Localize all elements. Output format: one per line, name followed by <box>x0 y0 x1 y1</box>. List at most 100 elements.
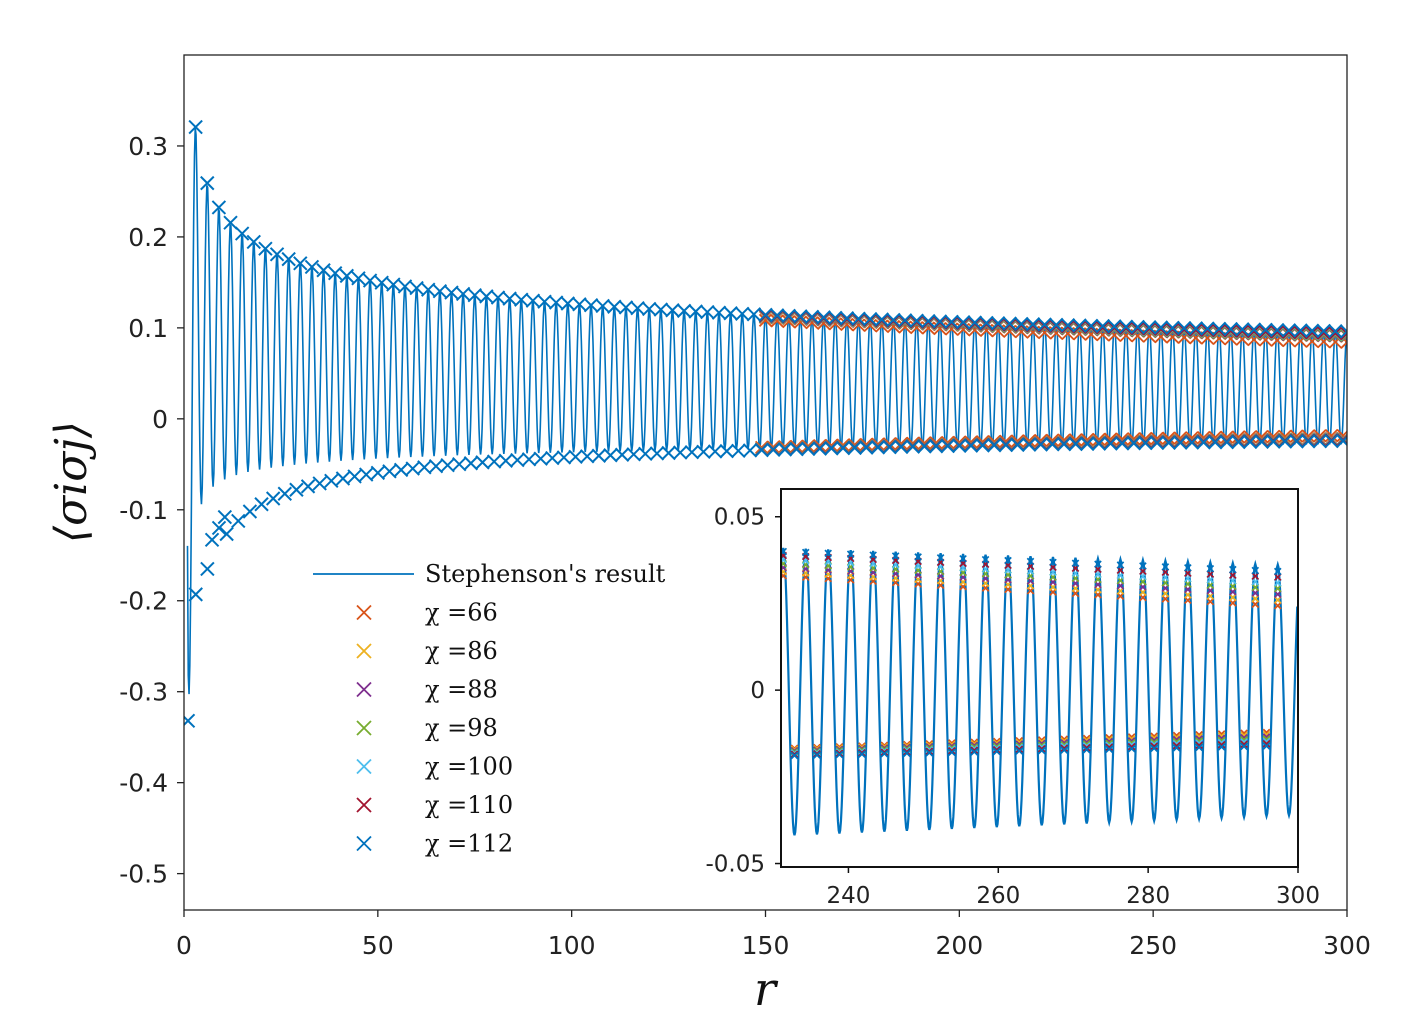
marker-point <box>824 438 839 452</box>
inset-marker-point <box>880 749 889 758</box>
legend-entry: Stephenson's result <box>313 560 666 588</box>
inset-marker-point <box>858 747 866 756</box>
marker-point <box>893 439 909 455</box>
inset-marker-point <box>1037 744 1046 753</box>
inset-x-tick-label: 300 <box>1276 883 1320 909</box>
marker-point <box>956 317 970 331</box>
marker-point <box>1072 320 1087 334</box>
legend-marker-swatch <box>356 797 372 813</box>
inset-x-tick-label: 260 <box>976 883 1020 909</box>
marker-point <box>1115 432 1129 446</box>
marker-point <box>777 442 793 457</box>
marker-point <box>1340 326 1347 341</box>
legend: Stephenson's result χ =66 χ =86 χ =88 χ =98 χ… <box>313 560 666 858</box>
marker-point <box>882 439 897 455</box>
x-tick-label: 300 <box>1323 931 1371 960</box>
marker-point <box>475 455 490 470</box>
inset-ticks <box>775 515 1299 873</box>
inset-marker-point <box>1116 561 1125 569</box>
marker-point <box>455 286 471 302</box>
marker-point <box>848 438 862 452</box>
inset-marker-point <box>1262 742 1271 750</box>
inset-marker-point <box>925 745 934 754</box>
legend-marker-swatch <box>356 681 372 698</box>
marker-point <box>1312 433 1328 449</box>
marker-point <box>184 713 196 729</box>
marker-point <box>770 314 784 328</box>
marker-point <box>1235 322 1250 337</box>
marker-point <box>754 440 769 455</box>
inset-marker-point <box>1229 582 1237 591</box>
marker-point <box>956 314 971 330</box>
marker-point <box>696 444 711 460</box>
marker-point <box>641 301 657 317</box>
marker-point <box>1103 432 1118 446</box>
inset-marker-point <box>1229 576 1237 585</box>
marker-point <box>1080 436 1095 452</box>
marker-point <box>1161 435 1176 451</box>
marker-point <box>258 241 273 256</box>
marker-point <box>754 442 769 458</box>
marker-point <box>537 294 552 309</box>
marker-point <box>1266 429 1280 444</box>
inset-marker-point <box>1206 575 1215 584</box>
marker-point <box>521 452 537 467</box>
legend-label: χ =86 <box>425 637 498 665</box>
marker-point <box>1277 434 1293 449</box>
inset-marker-point <box>925 749 934 757</box>
marker-point <box>281 251 296 267</box>
marker-point <box>665 303 680 318</box>
marker-point <box>1142 322 1156 336</box>
inset-marker-point <box>1127 742 1136 751</box>
marker-point <box>928 439 944 454</box>
y-tick-label: -0.1 <box>119 496 168 525</box>
inset-x-tick-label: 280 <box>1126 883 1170 909</box>
marker-point <box>188 119 203 135</box>
marker-point <box>351 271 366 286</box>
marker-point <box>1114 436 1130 451</box>
stephenson-line <box>186 127 1347 695</box>
marker-point <box>871 437 885 451</box>
inset-series-group <box>781 547 1298 836</box>
marker-point <box>200 561 215 577</box>
marker-point <box>778 440 792 454</box>
legend-entry: χ =112 <box>356 830 513 858</box>
inset-marker-point <box>1251 589 1260 597</box>
marker-point <box>1336 428 1347 443</box>
marker-point <box>944 314 959 330</box>
inset-marker-point <box>1082 745 1091 754</box>
markers-112 <box>184 119 1347 729</box>
marker-point <box>358 467 374 482</box>
inset-marker-point <box>801 548 810 557</box>
marker-point <box>782 314 796 329</box>
marker-point <box>758 307 773 323</box>
y-tick-label: -0.2 <box>119 587 168 616</box>
inset-marker-point <box>1273 579 1282 587</box>
inset-marker-point <box>992 747 1001 756</box>
marker-point <box>432 283 448 299</box>
inset-marker-point <box>1217 743 1226 751</box>
marker-point <box>560 296 575 311</box>
inset-marker-point <box>1229 571 1237 579</box>
marker-point <box>723 306 738 321</box>
marker-point <box>909 313 924 328</box>
marker-point <box>862 311 878 327</box>
marker-point <box>1034 433 1048 448</box>
inset-marker-point <box>835 748 844 756</box>
marker-point <box>1049 317 1064 333</box>
marker-point <box>568 449 583 465</box>
marker-point <box>805 316 819 330</box>
marker-point <box>813 439 827 453</box>
marker-point <box>595 298 610 314</box>
marker-point <box>711 305 727 320</box>
marker-point <box>1002 316 1017 331</box>
marker-point <box>1185 431 1199 445</box>
marker-point <box>1154 322 1168 336</box>
marker-point <box>374 275 389 290</box>
legend-label: χ =112 <box>425 830 513 858</box>
marker-point <box>649 446 665 461</box>
marker-point <box>968 317 982 331</box>
marker-point <box>1281 323 1297 338</box>
marker-point <box>548 295 564 310</box>
marker-point <box>1080 432 1094 447</box>
